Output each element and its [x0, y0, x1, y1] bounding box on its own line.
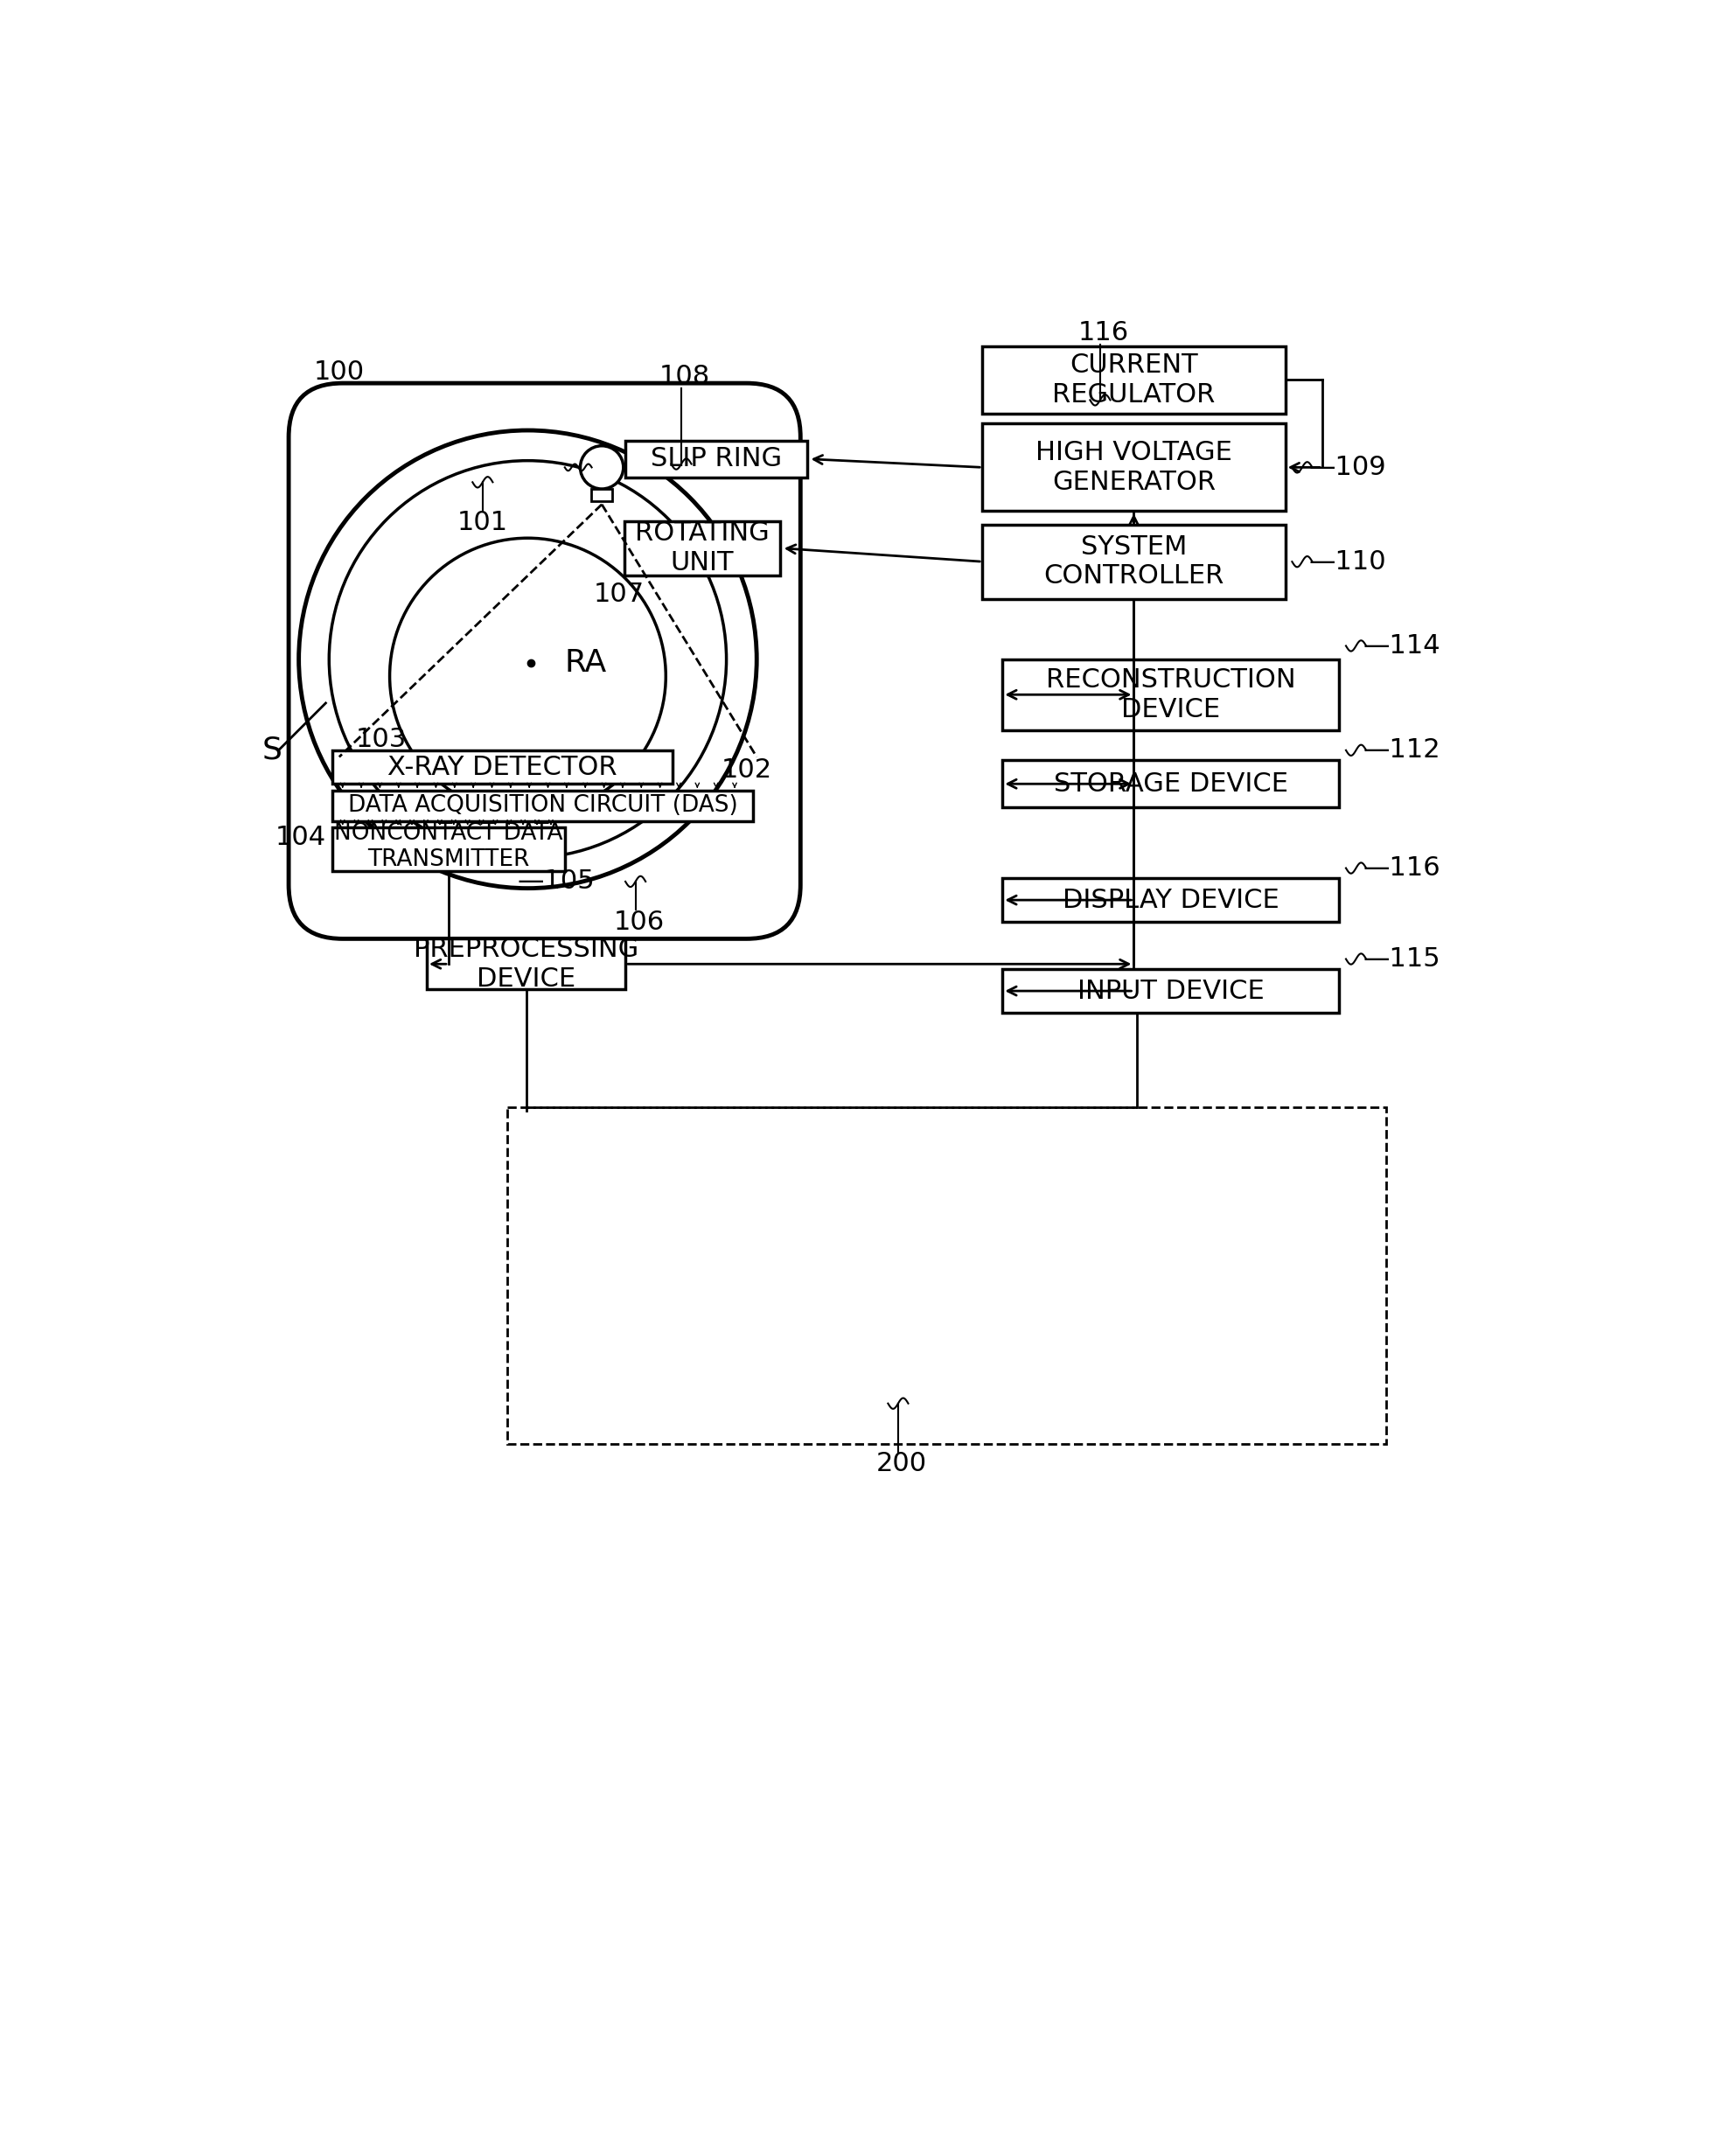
- Text: 107: 107: [594, 582, 644, 608]
- Bar: [333, 750, 672, 784]
- Bar: [983, 524, 1285, 599]
- Text: PREPROCESSING
DEVICE: PREPROCESSING DEVICE: [413, 937, 639, 991]
- Text: —109: —109: [1309, 455, 1387, 481]
- Text: —116: —116: [1363, 856, 1441, 881]
- Text: DISPLAY DEVICE: DISPLAY DEVICE: [1062, 888, 1279, 914]
- Text: —112: —112: [1363, 737, 1441, 763]
- FancyBboxPatch shape: [288, 384, 800, 940]
- Bar: [1002, 761, 1338, 808]
- Text: SYSTEM
CONTROLLER: SYSTEM CONTROLLER: [1043, 534, 1224, 588]
- Text: 100: 100: [314, 360, 365, 384]
- Circle shape: [580, 446, 623, 489]
- Text: 108: 108: [660, 364, 710, 390]
- Bar: [983, 425, 1285, 511]
- Bar: [625, 440, 807, 478]
- Bar: [590, 489, 613, 500]
- Text: S: S: [262, 735, 281, 765]
- Text: DATA ACQUISITION CIRCUIT (DAS): DATA ACQUISITION CIRCUIT (DAS): [347, 795, 738, 817]
- Bar: [983, 347, 1285, 414]
- Text: ROTATING
UNIT: ROTATING UNIT: [635, 522, 769, 575]
- Text: 106: 106: [613, 909, 665, 935]
- Bar: [333, 791, 753, 821]
- Text: HIGH VOLTAGE
GENERATOR: HIGH VOLTAGE GENERATOR: [1035, 440, 1233, 496]
- Text: 116: 116: [1078, 319, 1128, 345]
- Text: 104: 104: [276, 825, 326, 851]
- Bar: [333, 828, 564, 871]
- Text: RECONSTRUCTION
DEVICE: RECONSTRUCTION DEVICE: [1047, 668, 1295, 722]
- Text: NONCONTACT DATA
TRANSMITTER: NONCONTACT DATA TRANSMITTER: [335, 821, 562, 871]
- Text: CURRENT
REGULATOR: CURRENT REGULATOR: [1052, 353, 1215, 407]
- Text: STORAGE DEVICE: STORAGE DEVICE: [1054, 771, 1288, 797]
- Bar: [1002, 659, 1338, 731]
- Text: X-RAY DETECTOR: X-RAY DETECTOR: [387, 754, 618, 780]
- Text: —114: —114: [1363, 634, 1441, 659]
- Text: —110: —110: [1309, 550, 1387, 575]
- Bar: [507, 1108, 1387, 1444]
- Text: 102: 102: [720, 759, 773, 782]
- Text: —115: —115: [1363, 946, 1441, 972]
- Bar: [427, 940, 625, 989]
- Text: 101: 101: [457, 511, 509, 534]
- Text: RA: RA: [564, 649, 608, 677]
- Bar: [623, 522, 779, 575]
- Bar: [1002, 970, 1338, 1013]
- Text: SLIP RING: SLIP RING: [651, 446, 781, 472]
- Text: 103: 103: [356, 726, 406, 752]
- Text: INPUT DEVICE: INPUT DEVICE: [1078, 978, 1264, 1004]
- Text: 200: 200: [877, 1450, 927, 1476]
- Bar: [1002, 879, 1338, 922]
- Text: —105: —105: [517, 868, 595, 894]
